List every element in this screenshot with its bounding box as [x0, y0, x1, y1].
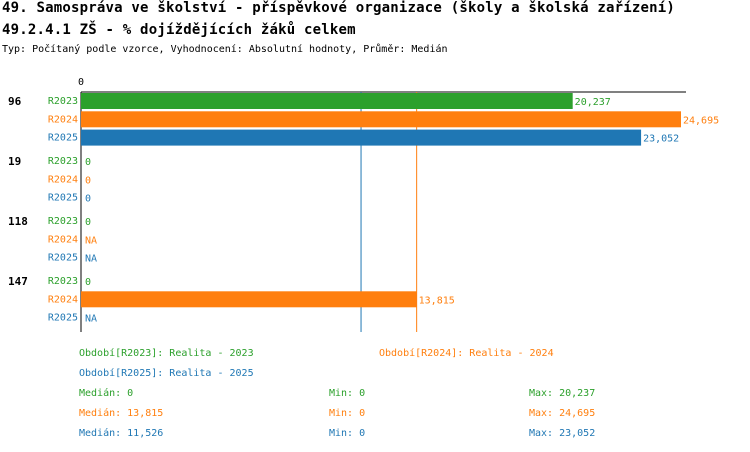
data-label-118-r2023: 0 — [85, 217, 91, 228]
stat-min-r2024: Min: 0 — [329, 408, 366, 419]
category-label-118: 118 — [8, 215, 28, 228]
data-label-147-r2025: NA — [85, 314, 97, 325]
series-label-147-r2025: R2025 — [48, 313, 78, 324]
x-tick-label-0: 0 — [78, 77, 84, 88]
chart-type-info: Typ: Počítaný podle vzorce, Vyhodnocení:… — [2, 44, 448, 55]
category-label-19: 19 — [8, 155, 21, 168]
stat-max-r2025: Max: 23,052 — [529, 428, 596, 439]
stat-median-r2023: Medián: 0 — [79, 388, 134, 399]
legend-period-r2025: Období[R2025]: Realita - 2025 — [79, 368, 254, 379]
data-label-96-r2025: 23,052 — [643, 134, 679, 145]
series-label-19-r2025: R2025 — [48, 193, 78, 204]
series-label-118-r2024: R2024 — [48, 234, 78, 245]
data-label-118-r2025: NA — [85, 254, 97, 265]
bar-96-r2025 — [81, 129, 642, 146]
series-label-96-r2025: R2025 — [48, 133, 78, 144]
data-label-96-r2023: 20,237 — [575, 97, 611, 108]
series-label-96-r2024: R2024 — [48, 114, 78, 125]
series-label-118-r2025: R2025 — [48, 253, 78, 264]
data-label-96-r2024: 24,695 — [683, 115, 719, 126]
stat-max-r2024: Max: 24,695 — [529, 408, 596, 419]
series-label-19-r2023: R2023 — [48, 156, 78, 167]
data-label-19-r2023: 0 — [85, 157, 91, 168]
stat-min-r2023: Min: 0 — [329, 388, 366, 399]
chart-subtitle: 49.2.4.1 ZŠ - % dojíždějících žáků celke… — [2, 22, 356, 38]
data-label-118-r2024: NA — [85, 235, 97, 246]
data-label-19-r2025: 0 — [85, 194, 91, 205]
series-label-96-r2023: R2023 — [48, 96, 78, 107]
category-label-147: 147 — [8, 275, 28, 288]
stat-median-r2024: Medián: 13,815 — [79, 408, 164, 419]
data-label-147-r2024: 13,815 — [419, 295, 455, 306]
series-label-147-r2023: R2023 — [48, 276, 78, 287]
category-label-96: 96 — [8, 95, 22, 108]
chart-title: 49. Samospráva ve školství - příspěvkové… — [2, 0, 676, 16]
stat-median-r2025: Medián: 11,526 — [79, 428, 164, 439]
series-label-147-r2024: R2024 — [48, 294, 78, 305]
stat-max-r2023: Max: 20,237 — [529, 388, 596, 399]
series-label-118-r2023: R2023 — [48, 216, 78, 227]
bar-96-r2024 — [81, 111, 681, 128]
data-label-147-r2023: 0 — [85, 277, 91, 288]
series-label-19-r2024: R2024 — [48, 174, 78, 185]
legend-period-r2024: Období[R2024]: Realita - 2024 — [379, 348, 554, 359]
bar-147-r2024 — [81, 291, 417, 308]
data-label-19-r2024: 0 — [85, 175, 91, 186]
legend-period-r2023: Období[R2023]: Realita - 2023 — [79, 348, 254, 359]
bar-96-r2023 — [81, 93, 573, 109]
stat-min-r2025: Min: 0 — [329, 428, 366, 439]
